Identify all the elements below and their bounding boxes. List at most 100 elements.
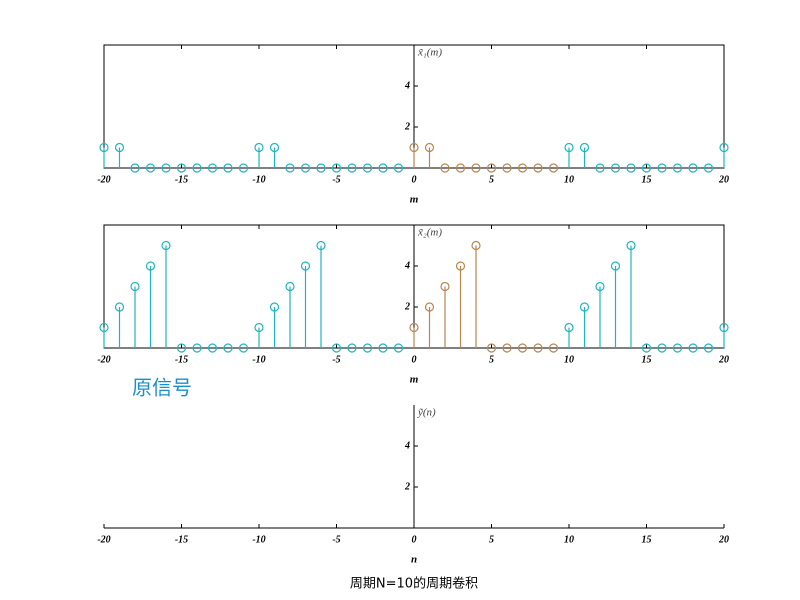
stem-marker — [595, 281, 605, 292]
stem-marker — [719, 322, 729, 333]
stem — [347, 343, 357, 353]
x-axis-label: m — [410, 374, 419, 386]
stem — [579, 142, 590, 168]
x-tick-label: -5 — [332, 354, 340, 365]
x-tick-label: 5 — [489, 354, 494, 365]
stem — [207, 343, 218, 353]
caption: 周期N=10的周期卷积 — [350, 576, 478, 592]
stem-marker — [657, 343, 667, 353]
stem — [703, 343, 714, 353]
stem-marker — [362, 343, 373, 353]
stem — [176, 163, 187, 173]
x-tick-label: 0 — [412, 534, 417, 545]
stem — [517, 343, 528, 353]
annotation: 原信号 — [132, 376, 192, 400]
stem — [130, 163, 140, 173]
stem-marker — [610, 163, 621, 173]
stem — [486, 163, 497, 173]
stem-marker — [688, 163, 698, 173]
stem — [626, 240, 636, 348]
stem — [285, 163, 295, 173]
stem — [719, 322, 729, 348]
stem-marker — [300, 163, 311, 173]
stem — [316, 240, 326, 348]
stem-marker — [672, 343, 683, 353]
stem — [579, 302, 590, 348]
stem — [610, 163, 621, 173]
stem-marker — [564, 142, 574, 153]
stem-marker — [672, 163, 683, 173]
stem-marker — [471, 163, 481, 173]
stem-marker — [99, 142, 109, 153]
stem — [331, 343, 342, 353]
stem-marker — [703, 163, 714, 173]
x-axis-label: n — [411, 554, 417, 566]
stem — [641, 163, 652, 173]
stem-marker — [455, 261, 466, 271]
stem-marker — [703, 343, 714, 353]
stem-marker — [269, 142, 280, 153]
stem-marker — [471, 240, 481, 251]
stem-marker — [145, 163, 156, 173]
stem-marker — [238, 343, 249, 353]
stem — [316, 163, 326, 173]
stem — [657, 343, 667, 353]
stem — [378, 163, 388, 173]
stem-marker — [285, 163, 295, 173]
stem — [502, 163, 512, 173]
stem-marker — [254, 142, 264, 153]
stem — [161, 163, 171, 173]
x-tick-label: -20 — [97, 354, 110, 365]
stem-marker — [130, 163, 140, 173]
stem-marker — [409, 322, 419, 333]
stem — [114, 142, 125, 168]
stem — [114, 302, 125, 348]
stem-marker — [393, 343, 404, 353]
stem — [145, 163, 156, 173]
stem-marker — [378, 163, 388, 173]
x-tick-label: 0 — [412, 354, 417, 365]
stem-marker — [641, 163, 652, 173]
x-tick-label: 0 — [412, 174, 417, 185]
stem-marker — [114, 302, 125, 312]
stem — [672, 343, 683, 353]
stem-marker — [161, 163, 171, 173]
stem — [641, 343, 652, 353]
x-tick-label: 20 — [718, 354, 729, 365]
x-tick-label: -15 — [175, 534, 188, 545]
x-tick-label: -10 — [252, 174, 265, 185]
stem — [440, 281, 450, 348]
stem-marker — [316, 240, 326, 251]
stem — [595, 281, 605, 348]
stem-marker — [595, 163, 605, 173]
y-tick-label: 2 — [404, 481, 410, 492]
stem-marker — [719, 142, 729, 153]
stem-marker — [455, 163, 466, 173]
x-tick-label: 15 — [642, 534, 652, 545]
stem — [595, 163, 605, 173]
stem-marker — [533, 343, 543, 353]
stem — [161, 240, 171, 348]
stem — [269, 142, 280, 168]
stem-marker — [688, 343, 698, 353]
stem-marker — [486, 163, 497, 173]
stem — [517, 163, 528, 173]
stem — [347, 163, 357, 173]
x-tick-label: 10 — [564, 534, 574, 545]
stem-marker — [440, 281, 450, 292]
stem — [688, 343, 698, 353]
stem — [471, 240, 481, 348]
stem-marker — [564, 322, 574, 333]
stem — [254, 322, 264, 348]
stem — [440, 163, 450, 173]
stem-marker — [657, 163, 667, 173]
stem — [548, 163, 559, 173]
stem-marker — [192, 163, 202, 173]
stem — [331, 163, 342, 173]
x-tick-label: -20 — [97, 174, 110, 185]
x-tick-label: -5 — [332, 174, 340, 185]
y-tick-label: 2 — [404, 121, 410, 132]
stem-marker — [579, 142, 590, 153]
y-tick-label: 4 — [404, 260, 410, 271]
